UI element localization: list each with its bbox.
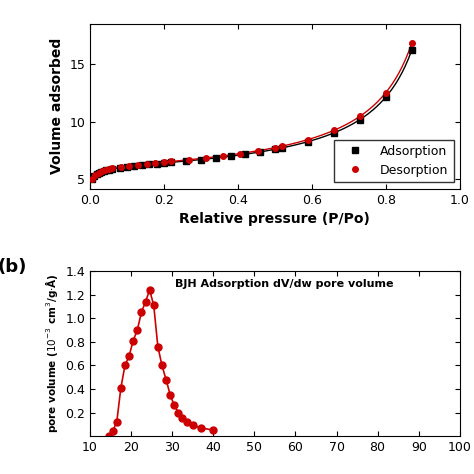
Adsorption [146, 162, 152, 167]
Text: BJH Adsorption dV/dw pore volume: BJH Adsorption dV/dw pore volume [175, 279, 393, 289]
Legend: Adsorption, Desorption: Adsorption, Desorption [334, 140, 454, 182]
Desorption [89, 177, 95, 182]
Desorption [409, 40, 415, 46]
Desorption [161, 159, 167, 165]
Adsorption [331, 130, 337, 136]
Adsorption [257, 149, 263, 155]
Desorption [102, 167, 108, 173]
Adsorption [357, 117, 363, 122]
Adsorption [99, 169, 104, 174]
Desorption [186, 157, 191, 163]
Adsorption [409, 47, 415, 53]
Desorption [220, 153, 226, 159]
X-axis label: Relative pressure (P/Po): Relative pressure (P/Po) [180, 212, 370, 226]
Desorption [118, 164, 124, 170]
Adsorption [89, 177, 95, 182]
Adsorption [169, 160, 174, 165]
Adsorption [117, 165, 122, 171]
Desorption [169, 159, 174, 164]
Adsorption [272, 146, 278, 152]
Adsorption [243, 151, 248, 157]
Desorption [96, 170, 101, 175]
Desorption [383, 90, 389, 95]
Desorption [305, 137, 311, 142]
Adsorption [96, 170, 102, 176]
Adsorption [103, 167, 109, 173]
Desorption [237, 151, 243, 156]
Desorption [135, 162, 141, 168]
Adsorption [280, 145, 285, 151]
Adsorption [139, 162, 145, 168]
Desorption [127, 163, 132, 169]
Line: Adsorption: Adsorption [89, 47, 414, 182]
Adsorption [106, 167, 111, 173]
Desorption [331, 128, 337, 133]
Desorption [280, 143, 285, 149]
Text: (b): (b) [0, 258, 27, 276]
Adsorption [154, 161, 159, 167]
Adsorption [161, 160, 167, 166]
Desorption [255, 148, 261, 154]
Line: Desorption: Desorption [89, 41, 414, 182]
Adsorption [383, 94, 389, 100]
Adsorption [305, 139, 311, 145]
Desorption [106, 166, 111, 172]
Y-axis label: pore volume ($10^{-3}$ cm$^3$/g$\cdot$Å): pore volume ($10^{-3}$ cm$^3$/g$\cdot$Å) [43, 274, 60, 433]
Desorption [272, 145, 278, 150]
Adsorption [94, 172, 100, 177]
Adsorption [91, 173, 97, 179]
Adsorption [132, 163, 137, 169]
Adsorption [228, 154, 233, 159]
Adsorption [198, 157, 204, 163]
Desorption [203, 155, 209, 161]
Adsorption [183, 158, 189, 164]
Adsorption [101, 168, 107, 173]
Y-axis label: Volume adsorbed: Volume adsorbed [50, 38, 64, 174]
Desorption [99, 168, 105, 174]
Desorption [144, 161, 150, 167]
Desorption [92, 173, 98, 178]
Desorption [153, 160, 158, 166]
Desorption [109, 165, 115, 171]
Adsorption [213, 155, 219, 161]
Adsorption [124, 164, 130, 170]
Desorption [357, 113, 363, 119]
Adsorption [109, 166, 115, 172]
